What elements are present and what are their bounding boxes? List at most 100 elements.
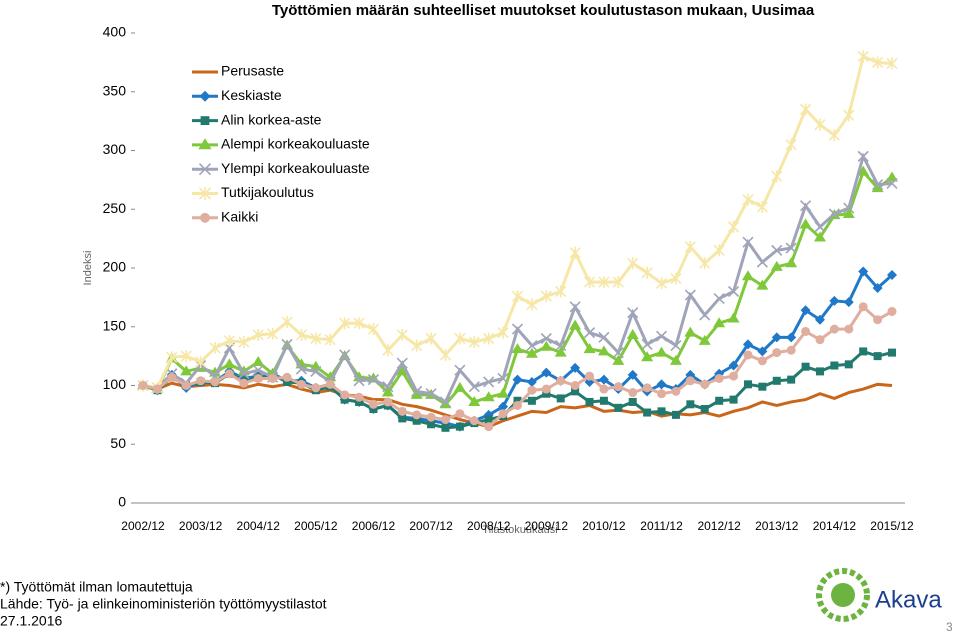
marker [571,387,580,396]
x-tick-label: 2014/12 [813,519,857,533]
marker [814,314,825,325]
marker [627,307,639,319]
marker [700,405,709,413]
marker [526,339,538,352]
marker [815,335,825,345]
x-tick-label: 2007/12 [409,519,453,533]
marker [786,332,797,343]
marker [583,327,596,339]
marker [340,395,349,404]
marker [267,327,279,340]
marker [612,354,625,365]
y-tick-label: 150 [103,317,127,333]
marker [152,384,162,394]
marker [138,381,148,390]
marker [484,415,493,424]
y-axis-label: Indeksi [82,251,94,286]
marker [741,270,754,281]
marker [585,371,595,381]
marker [772,376,781,385]
marker [598,331,610,343]
legend-marker [198,138,212,150]
marker [729,395,738,404]
marker [828,129,840,142]
marker [367,374,380,386]
y-tick-label: 100 [103,376,127,392]
marker [339,317,351,330]
marker [540,340,553,351]
marker [527,396,536,405]
marker [743,380,752,389]
marker [311,383,321,393]
marker [858,302,868,312]
marker [542,389,551,398]
legend-marker [200,212,210,223]
chart-title: Työttömien määrän suhteelliset muutokset… [272,2,815,19]
marker [210,377,220,387]
marker [340,390,350,400]
series [138,302,897,432]
marker [770,260,783,271]
marker [484,422,494,432]
marker [339,349,351,361]
marker [252,364,264,376]
marker [727,220,740,233]
marker [527,385,537,395]
marker [383,397,393,407]
marker [757,346,768,357]
marker [427,420,436,429]
marker [887,306,897,316]
marker [700,379,710,389]
marker [612,276,624,289]
marker [597,345,610,356]
marker [859,347,868,356]
marker [626,328,639,339]
marker [599,384,609,394]
marker [757,356,767,366]
marker [310,365,322,377]
marker [742,193,754,206]
marker [627,257,639,270]
marker [396,365,409,376]
marker [888,348,896,357]
marker [310,332,322,345]
marker [283,377,292,386]
marker [728,360,739,371]
marker [569,246,581,259]
marker [412,410,422,420]
marker [886,171,898,182]
marker [367,323,380,336]
line [142,381,893,429]
series [142,381,893,429]
marker [843,297,854,308]
marker [382,381,394,393]
marker [684,326,697,337]
marker [281,338,293,350]
marker [239,378,249,388]
marker [498,401,509,412]
marker [324,333,336,346]
marker [829,295,840,306]
legend-label: Keskiaste [221,87,282,103]
marker [412,416,421,425]
page-number: 3 [946,620,953,634]
marker [252,328,264,341]
marker [743,350,753,360]
marker [758,382,767,391]
marker [830,361,839,370]
marker [771,332,782,343]
marker [453,381,466,392]
marker [671,386,681,396]
x-tick-label: 2013/12 [755,519,799,533]
marker [454,332,466,345]
marker [799,218,812,229]
marker [454,364,466,376]
marker [540,332,552,345]
marker [569,301,581,313]
logo: Akava [816,568,942,622]
marker [670,272,682,285]
marker [844,324,854,334]
marker [166,351,178,364]
marker [886,177,898,189]
